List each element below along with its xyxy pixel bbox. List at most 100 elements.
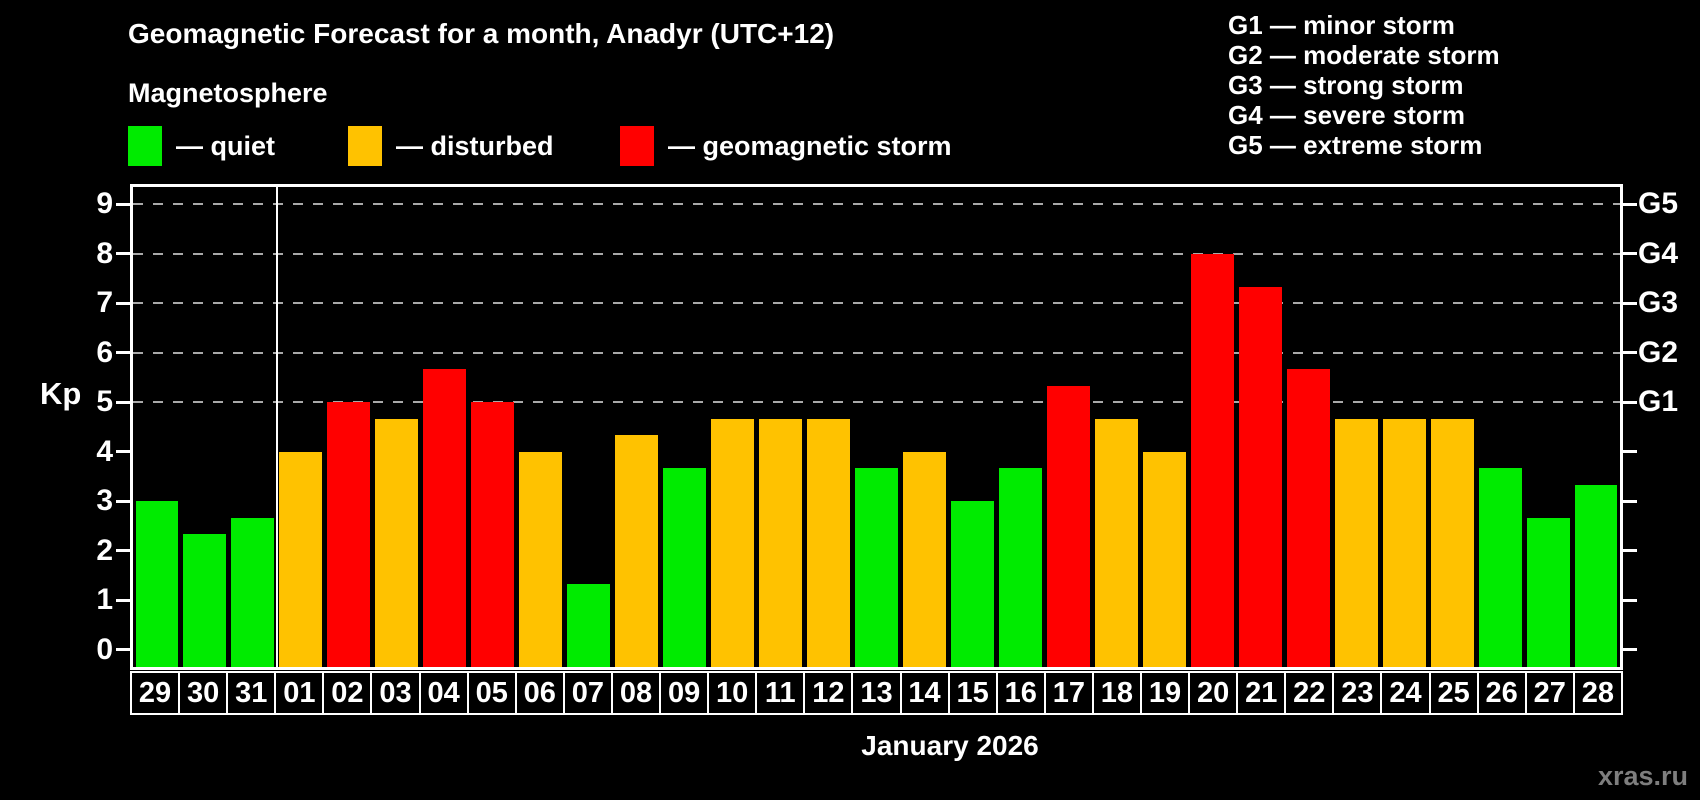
right-tick-kp-7 — [1623, 301, 1637, 305]
day-cell-26: 26 — [1476, 671, 1527, 715]
kp-bar-day-07 — [567, 583, 611, 667]
kp-bar-day-12 — [807, 418, 850, 667]
left-tick-kp-2 — [116, 549, 130, 553]
day-cell-15: 15 — [947, 671, 998, 715]
kp-bar-day-16 — [998, 468, 1042, 667]
g-scale-label-g4: G4 — [1638, 236, 1679, 270]
left-tick-kp-6 — [116, 351, 130, 355]
y-tick-label-7: 7 — [96, 286, 113, 320]
right-tick-kp-8 — [1623, 252, 1637, 256]
kp-bar-day-09 — [663, 468, 707, 667]
legend-label-storm: — geomagnetic storm — [668, 131, 952, 161]
kp-bar-day-02 — [327, 402, 371, 667]
chart-subtitle: Magnetosphere — [128, 78, 328, 108]
day-cell-24: 24 — [1380, 671, 1431, 715]
disturbed-color-swatch — [348, 126, 382, 166]
day-cell-20: 20 — [1188, 671, 1239, 715]
legend-label-quiet: — quiet — [176, 131, 275, 161]
right-tick-kp-6 — [1623, 351, 1637, 355]
day-cell-19: 19 — [1139, 671, 1191, 715]
day-cell-28: 28 — [1572, 671, 1623, 715]
y-tick-label-6: 6 — [96, 335, 113, 369]
kp-bar-day-28 — [1574, 484, 1618, 667]
y-axis-title: Kp — [40, 376, 82, 411]
right-tick-kp-5 — [1623, 400, 1637, 404]
kp-bar-day-15 — [950, 501, 994, 667]
day-cell-12: 12 — [803, 671, 854, 715]
kp-bar-day-13 — [855, 468, 898, 667]
day-cell-30: 30 — [178, 671, 229, 715]
chart-title: Geomagnetic Forecast for a month, Anadyr… — [128, 18, 835, 49]
day-cell-17: 17 — [1043, 671, 1094, 715]
kp-bar-day-19 — [1142, 451, 1186, 667]
day-cell-25: 25 — [1428, 671, 1479, 715]
day-cell-06: 06 — [514, 671, 565, 715]
y-tick-label-8: 8 — [96, 236, 113, 270]
day-cell-13: 13 — [851, 671, 902, 715]
y-tick-label-2: 2 — [96, 533, 113, 567]
plot-area: 0 1 2 3 4 5 6 7 8 9 G1 G2 G3 G4 G5 — [96, 184, 1678, 670]
x-axis-title: January 2026 — [861, 730, 1039, 761]
kp-bar-day-26 — [1478, 468, 1522, 667]
day-cell-31: 31 — [226, 671, 277, 715]
day-cell-07: 07 — [562, 671, 613, 715]
kp-bar-day-27 — [1526, 517, 1570, 667]
kp-bar-day-03 — [375, 418, 419, 667]
day-cell-05: 05 — [466, 671, 517, 715]
right-tick-kp-4 — [1623, 450, 1637, 454]
kp-bar-day-22 — [1286, 369, 1330, 667]
storm-color-swatch — [620, 126, 654, 166]
g-legend-line-g1: G1 — minor storm — [1228, 10, 1455, 40]
right-tick-kp-2 — [1623, 549, 1637, 553]
g-legend-line-g3: G3 — strong storm — [1228, 70, 1464, 100]
g-legend-line-g4: G4 — severe storm — [1228, 100, 1466, 130]
day-cell-14: 14 — [899, 671, 950, 715]
kp-bar-day-17 — [1046, 385, 1090, 667]
kp-bar-day-18 — [1094, 418, 1138, 667]
kp-bar-day-29 — [135, 501, 179, 667]
day-cell-10: 10 — [707, 671, 758, 715]
day-cell-02: 02 — [322, 671, 373, 715]
kp-bar-day-11 — [759, 418, 803, 667]
gridline-kp-7 — [133, 302, 1620, 305]
left-tick-kp-7 — [116, 301, 130, 305]
watermark: xras.ru — [1597, 761, 1688, 791]
left-tick-kp-3 — [116, 499, 130, 503]
right-tick-kp-0 — [1623, 648, 1637, 652]
kp-bar-day-08 — [615, 435, 659, 667]
kp-bar-day-20 — [1190, 253, 1234, 667]
kp-bar-day-21 — [1238, 286, 1282, 667]
day-cell-11: 11 — [755, 671, 806, 715]
day-cell-23: 23 — [1332, 671, 1383, 715]
kp-bar-day-01 — [279, 451, 323, 667]
gridline-kp-5 — [133, 401, 1620, 404]
day-cell-08: 08 — [610, 671, 662, 715]
y-tick-label-0: 0 — [96, 632, 113, 666]
day-cell-01: 01 — [274, 671, 325, 715]
kp-bar-day-10 — [711, 418, 755, 667]
left-tick-kp-9 — [116, 202, 130, 206]
y-tick-label-1: 1 — [96, 583, 113, 617]
kp-bar-day-24 — [1382, 418, 1426, 667]
left-tick-kp-1 — [116, 598, 130, 602]
y-tick-label-9: 9 — [96, 187, 113, 221]
y-tick-label-3: 3 — [96, 484, 113, 518]
kp-bar-day-23 — [1334, 418, 1378, 667]
kp-bar-day-31 — [231, 517, 275, 667]
g-scale-label-g2: G2 — [1638, 335, 1679, 369]
g-legend-line-g5: G5 — extreme storm — [1228, 130, 1483, 160]
left-tick-kp-5 — [116, 400, 130, 404]
legend-label-disturbed: — disturbed — [396, 131, 554, 161]
y-tick-label-5: 5 — [96, 385, 113, 419]
day-cell-22: 22 — [1284, 671, 1335, 715]
right-tick-kp-9 — [1623, 202, 1637, 206]
day-cell-18: 18 — [1091, 671, 1142, 715]
left-tick-kp-0 — [116, 648, 130, 652]
y-tick-label-4: 4 — [96, 434, 113, 468]
g-scale-label-g1: G1 — [1638, 385, 1679, 419]
day-cell-29: 29 — [130, 671, 181, 715]
gridline-kp-9 — [133, 203, 1620, 206]
kp-bar-day-05 — [471, 402, 515, 667]
day-cell-16: 16 — [995, 671, 1046, 715]
kp-bar-day-14 — [902, 451, 946, 667]
